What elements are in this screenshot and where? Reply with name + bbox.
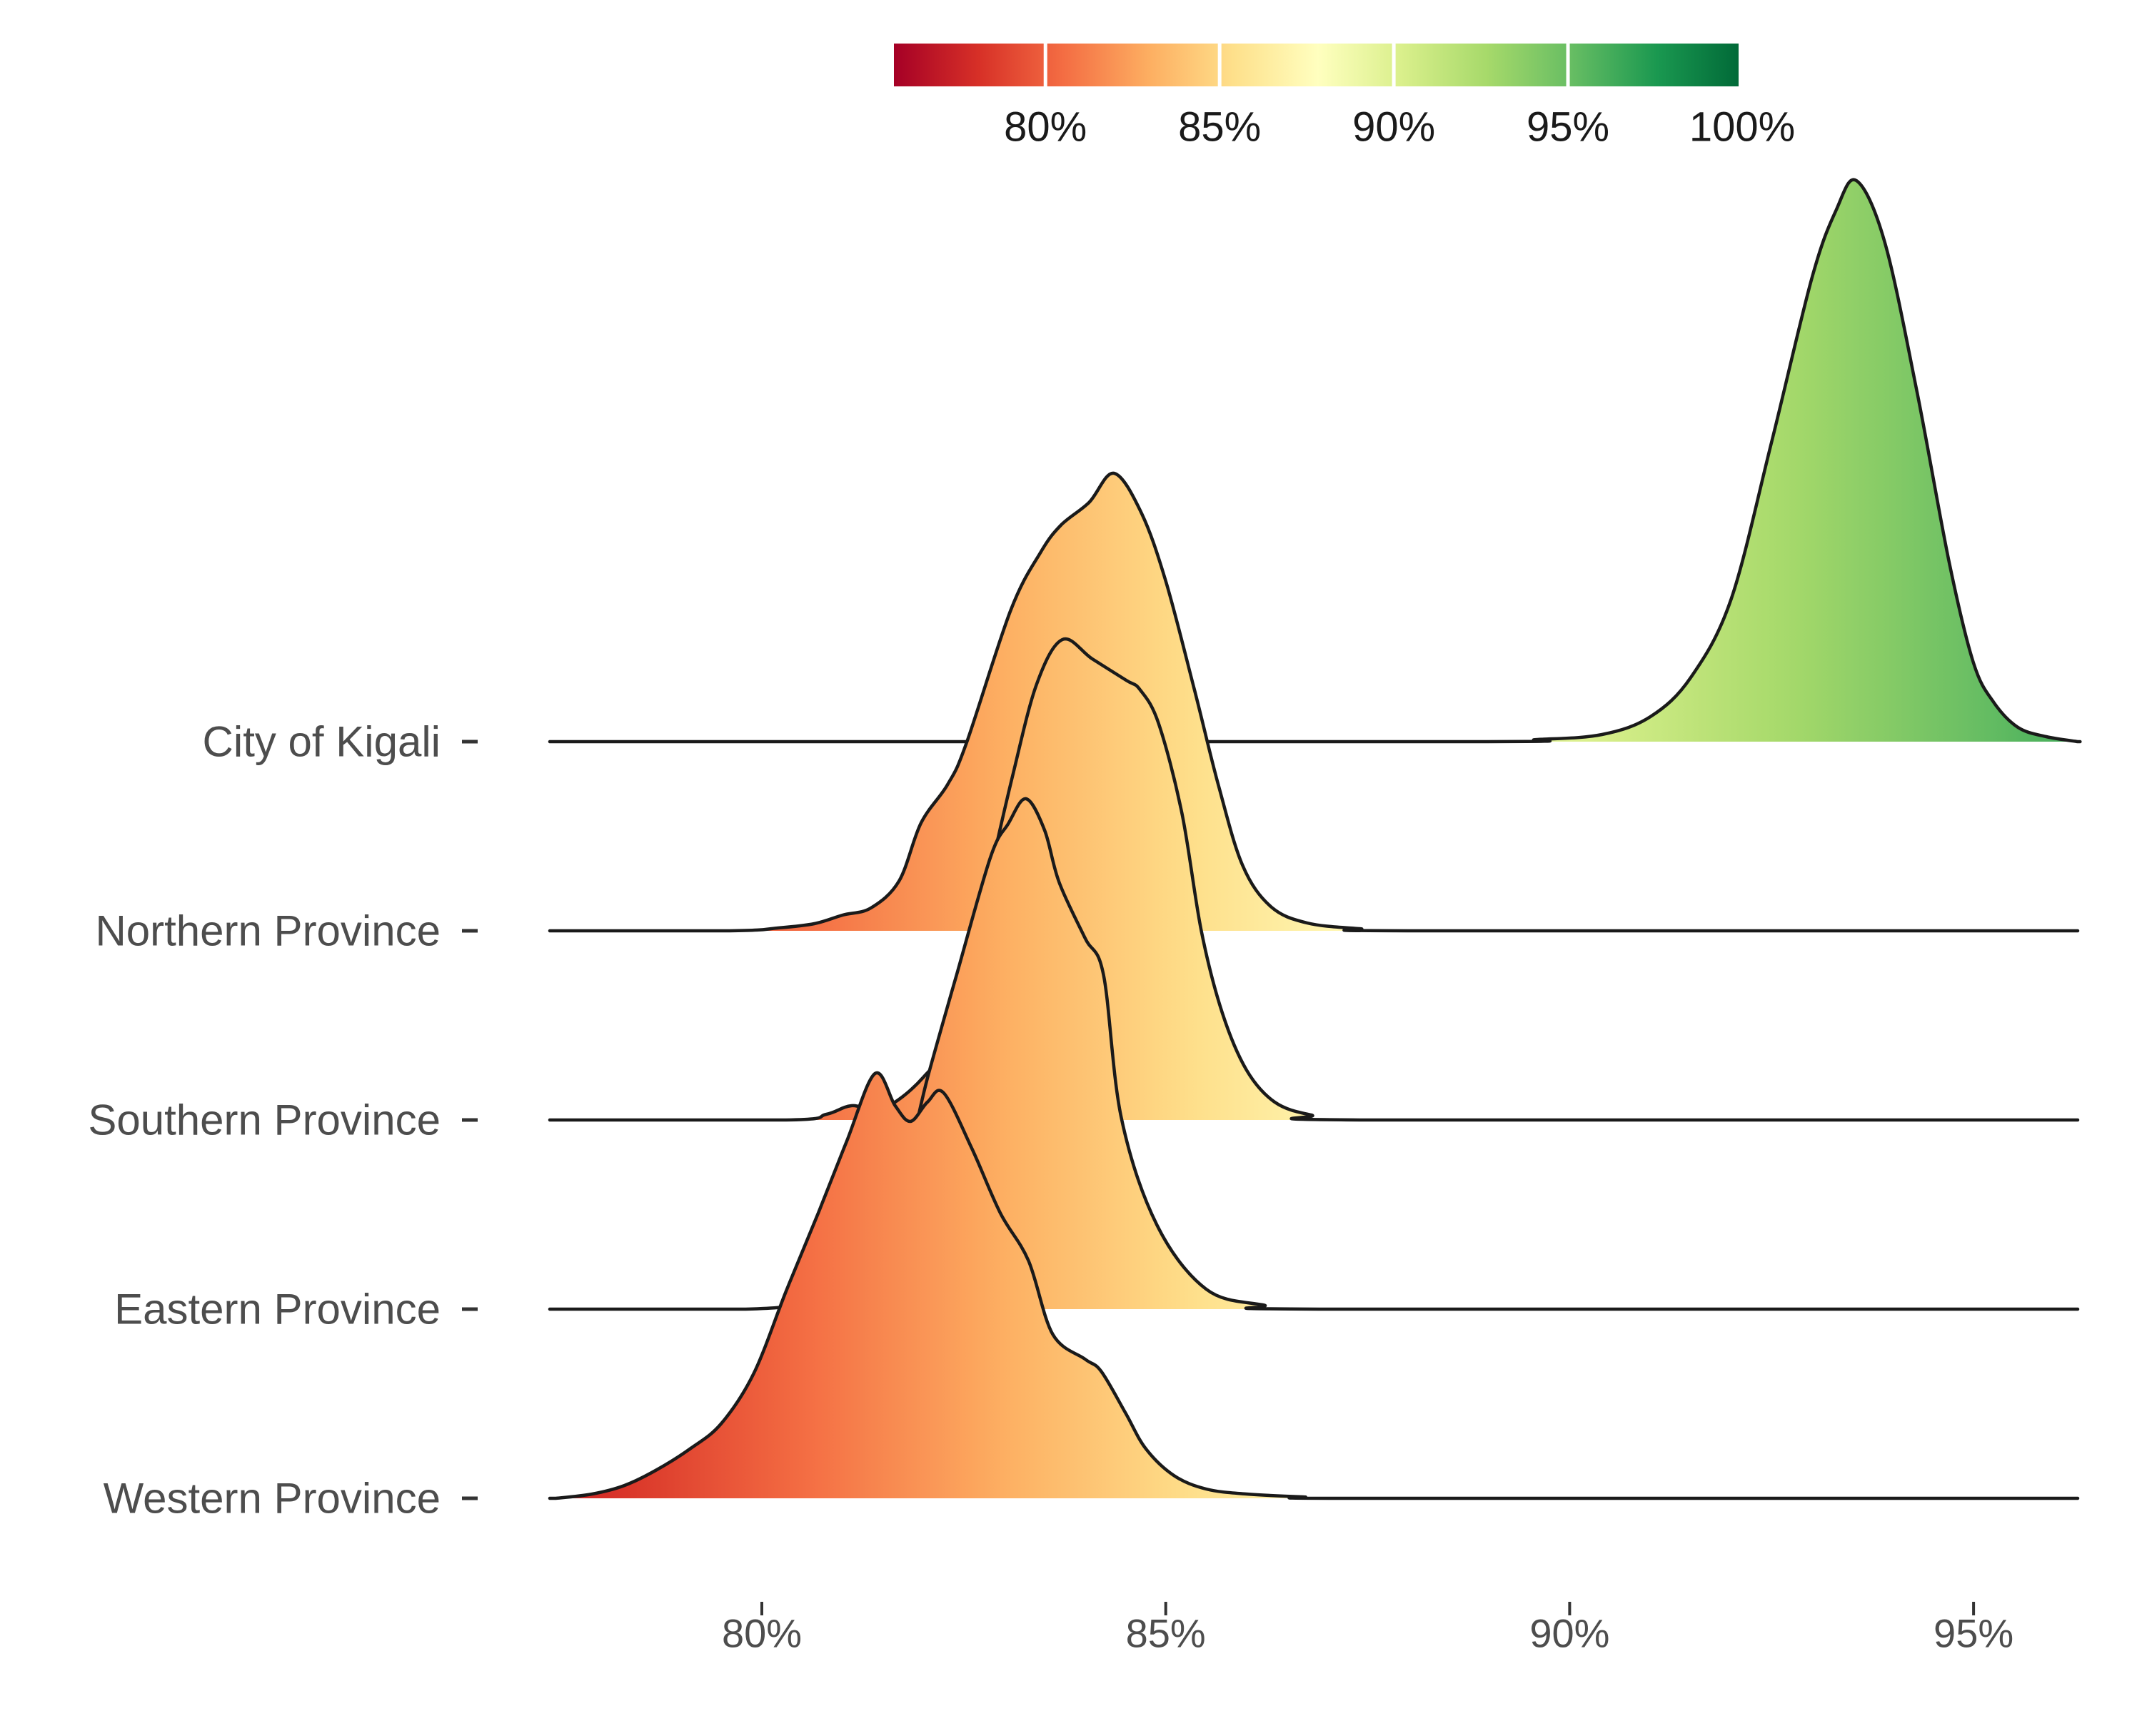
ridge-area-western-province bbox=[550, 1072, 2078, 1498]
ridge-area-city-of-kigali bbox=[550, 179, 2081, 742]
colorbar-legend: 80% 85% 90% 95% 100% bbox=[894, 44, 1795, 151]
y-label-1: Northern Province bbox=[95, 907, 441, 955]
ridge-row-western-province bbox=[548, 1071, 2080, 1500]
ridge-outline-eastern-province bbox=[548, 797, 2080, 1311]
ridge-outline-northern-province bbox=[548, 471, 2080, 933]
x-tick-label-0: 80% bbox=[722, 1611, 802, 1656]
x-tick-label-2: 90% bbox=[1529, 1611, 1609, 1656]
x-axis: 80% 85% 90% 95% bbox=[722, 1602, 2013, 1656]
colorbar-label-4: 100% bbox=[1689, 104, 1795, 151]
y-axis: City of Kigali Northern Province Southern … bbox=[88, 718, 478, 1523]
colorbar-gradient-bar bbox=[894, 44, 1742, 86]
ridge-row-northern-province bbox=[548, 471, 2080, 933]
ridge-rows bbox=[548, 178, 2082, 1500]
colorbar-label-2: 90% bbox=[1352, 104, 1435, 151]
y-label-2: Southern Province bbox=[88, 1096, 441, 1144]
ridge-row-eastern-province bbox=[548, 797, 2080, 1311]
colorbar-label-1: 85% bbox=[1178, 104, 1261, 151]
ridge-outline-city-of-kigali bbox=[548, 178, 2082, 744]
colorbar-label-0: 80% bbox=[1004, 104, 1087, 151]
ridge-row-city-of-kigali bbox=[548, 178, 2082, 744]
y-label-4: Western Province bbox=[104, 1475, 441, 1523]
x-tick-label-1: 85% bbox=[1126, 1611, 1206, 1656]
colorbar-label-3: 95% bbox=[1527, 104, 1609, 151]
ridgeline-figure: City of Kigali Northern Province Southern … bbox=[29, 11, 2142, 1725]
y-label-0: City of Kigali bbox=[203, 718, 441, 766]
y-label-3: Eastern Province bbox=[114, 1286, 441, 1333]
ridgeline-chart: City of Kigali Northern Province Southern … bbox=[88, 44, 2082, 1656]
x-tick-label-3: 95% bbox=[1934, 1611, 2013, 1656]
ridge-area-northern-province bbox=[550, 473, 2078, 931]
ridge-area-eastern-province bbox=[550, 798, 2078, 1309]
ridge-outline-western-province bbox=[548, 1071, 2080, 1500]
